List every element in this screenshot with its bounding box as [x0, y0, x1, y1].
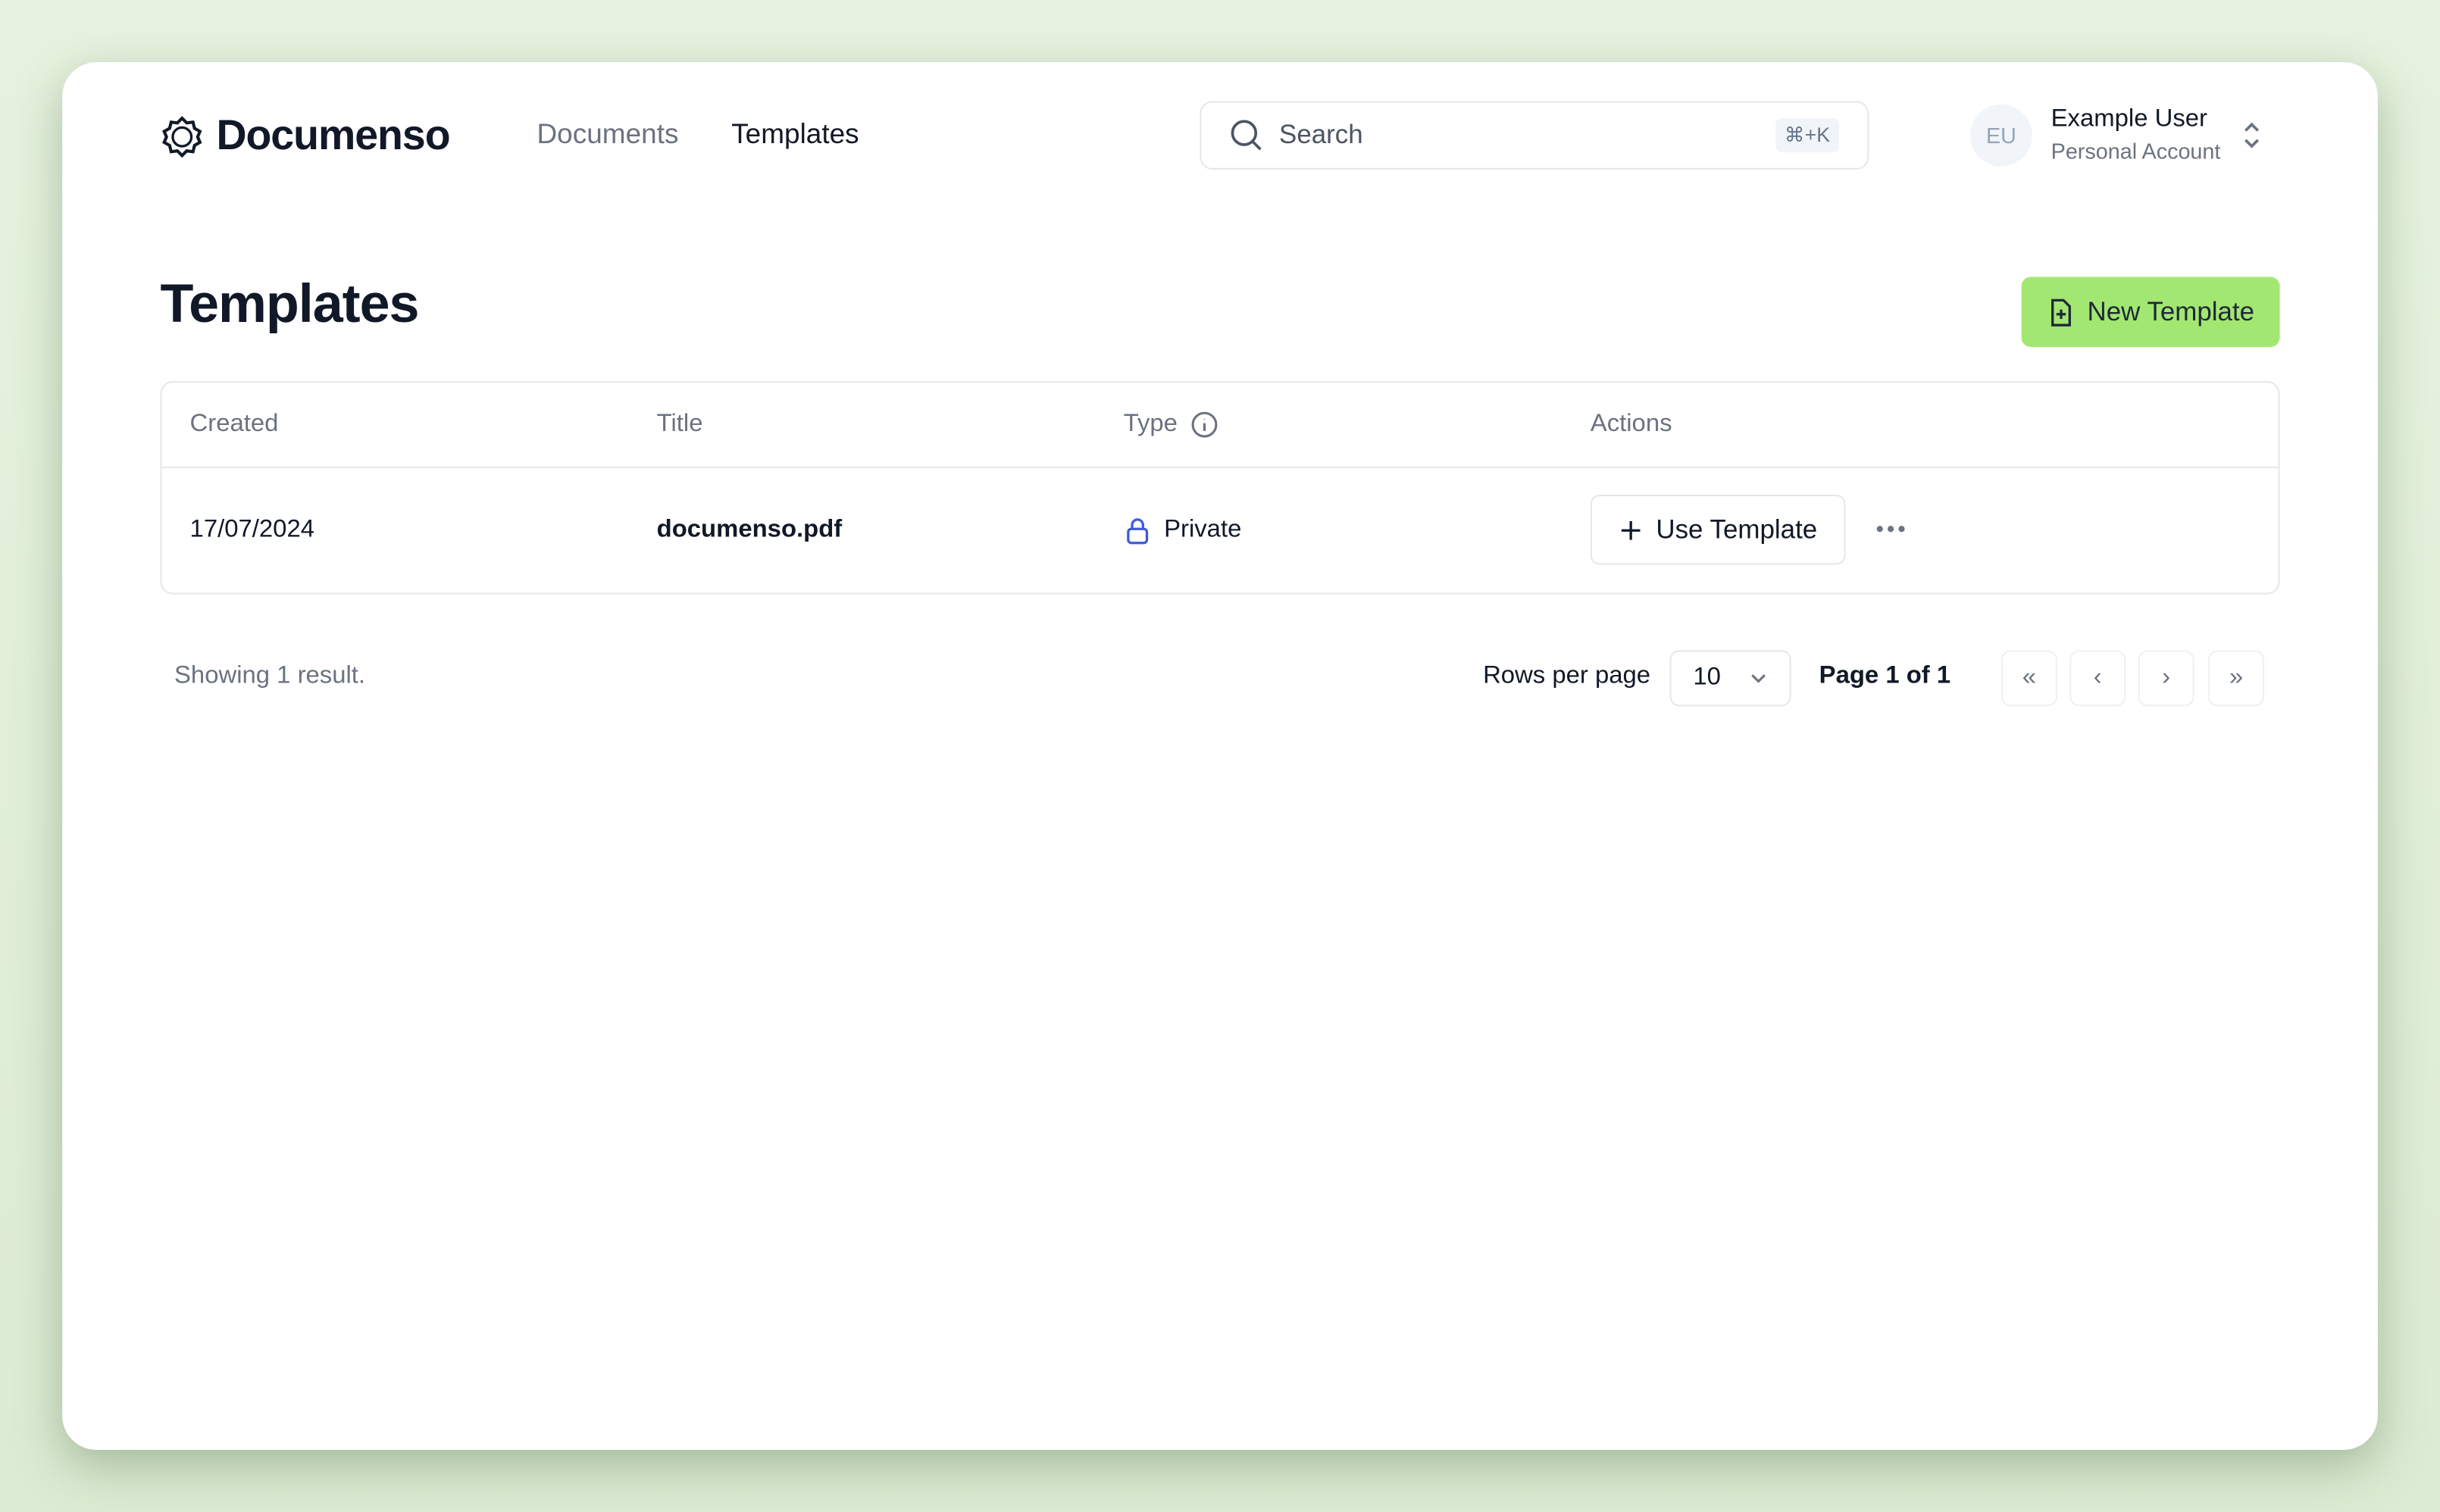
search-shortcut: ⌘+K [1775, 118, 1840, 153]
user-name: Example User [2051, 105, 2207, 133]
search-placeholder: Search [1279, 120, 1363, 150]
chevrons-left-icon: « [2022, 664, 2037, 691]
title-cell[interactable]: documenso.pdf [656, 516, 843, 543]
more-options-icon[interactable] [1874, 523, 1908, 535]
avatar[interactable]: EU [1969, 104, 2033, 167]
plus-icon [1622, 520, 1641, 539]
info-icon[interactable] [1190, 411, 1218, 439]
rows-per-page-select[interactable]: 10 [1669, 650, 1791, 707]
type-cell: Private [1124, 516, 1242, 545]
use-template-label: Use Template [1656, 514, 1818, 544]
templates-table: Created Title Type Actions 17/07/2024 do… [160, 381, 2280, 595]
chevron-left-icon: ‹ [2093, 664, 2102, 691]
new-template-button[interactable]: New Template [2021, 276, 2280, 347]
header-created[interactable]: Created [189, 411, 279, 438]
brand-name: Documenso [216, 111, 450, 159]
header-title[interactable]: Title [656, 411, 703, 438]
last-page-button[interactable]: » [2208, 650, 2264, 707]
search-icon [1231, 120, 1262, 151]
created-cell: 17/07/2024 [189, 516, 314, 543]
account-type: Personal Account [2051, 138, 2221, 164]
chevron-down-icon [1751, 674, 1766, 683]
logo[interactable]: Documenso [161, 111, 451, 161]
header-actions: Actions [1590, 411, 1672, 438]
type-label: Private [1164, 516, 1242, 543]
result-summary: Showing 1 result. [174, 662, 366, 689]
nav-documents[interactable]: Documents [536, 118, 679, 150]
header-type-label: Type [1123, 411, 1178, 438]
app-window: Documenso Documents Templates Search ⌘+K… [62, 62, 2378, 1450]
file-plus-icon [2051, 298, 2072, 326]
use-template-button[interactable]: Use Template [1590, 495, 1846, 565]
chevrons-up-down-icon[interactable] [2241, 121, 2263, 149]
prev-page-button[interactable]: ‹ [2069, 650, 2126, 707]
nav-templates[interactable]: Templates [731, 118, 859, 150]
header-type[interactable]: Type [1124, 411, 1218, 439]
user-menu[interactable]: Example User Personal Account [2051, 106, 2221, 164]
divider [161, 467, 2279, 469]
logo-icon [162, 115, 202, 158]
chevron-right-icon: › [2162, 664, 2171, 691]
new-template-label: New Template [2087, 296, 2255, 326]
lock-icon [1127, 518, 1149, 545]
rows-per-page-label: Rows per page [1483, 662, 1651, 689]
page-info: Page 1 of 1 [1819, 662, 1951, 689]
search-input[interactable]: Search ⌘+K [1200, 101, 1869, 170]
page-title: Templates [160, 273, 420, 335]
rows-per-page-value: 10 [1693, 664, 1721, 691]
first-page-button[interactable]: « [2000, 650, 2057, 707]
next-page-button[interactable]: › [2138, 650, 2194, 707]
chevrons-right-icon: » [2229, 664, 2244, 691]
